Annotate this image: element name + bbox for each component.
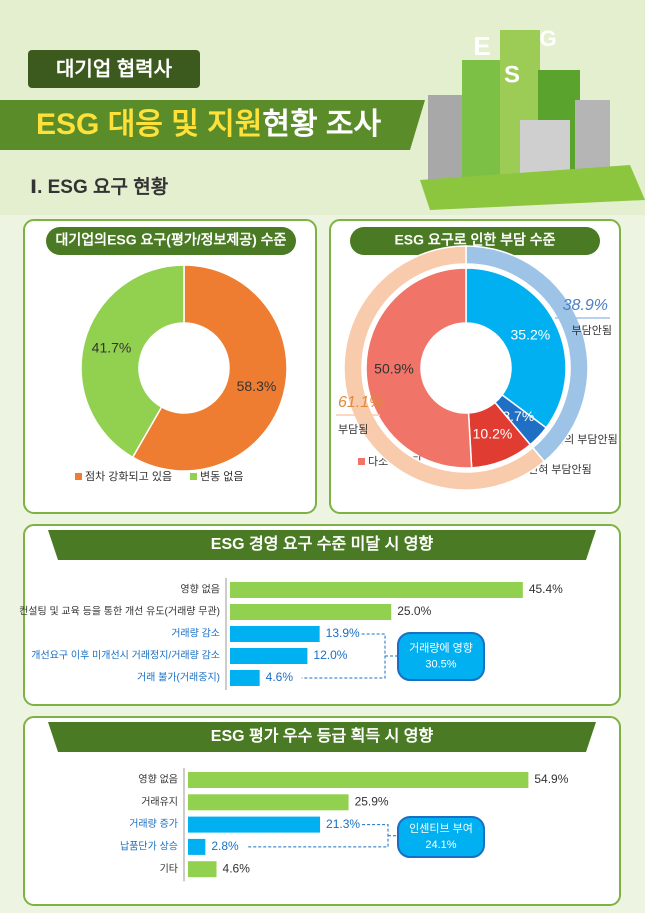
badge: 대기업 협력사 <box>56 57 173 80</box>
section-title: Ⅰ. ESG 요구 현황 <box>30 175 169 198</box>
value-label: 13.9% <box>326 626 360 640</box>
value-label: 61.1% <box>338 394 383 411</box>
value-label: 58.3% <box>237 378 277 394</box>
callout-label: 거래량에 영향 <box>409 641 473 654</box>
category-label: 거래량 감소 <box>171 628 220 640</box>
category-label: 기타 <box>160 863 178 875</box>
value-label: 4.6% <box>223 861 251 875</box>
slice <box>343 245 546 491</box>
title-pill <box>46 227 296 255</box>
category-label: 거래 불가(거래중지) <box>137 672 220 684</box>
bar <box>188 838 206 855</box>
legend-swatch <box>75 473 82 480</box>
building-illustration: E S G <box>420 26 645 210</box>
title-pill <box>350 227 600 255</box>
callout-label: 인센티브 부여 <box>409 822 473 835</box>
value-label: 50.9% <box>374 361 414 377</box>
value-label: 38.9% <box>563 297 608 314</box>
value-label: 54.9% <box>534 772 568 786</box>
value-label: 10.2% <box>473 426 513 442</box>
legend-label: 거의 부담안됨 <box>554 433 618 446</box>
donut-hole <box>422 324 510 412</box>
slice <box>465 267 567 429</box>
bar <box>230 670 260 686</box>
badge-box <box>28 50 200 88</box>
value-label: 21.3% <box>326 817 360 831</box>
category-label: 거래량 증가 <box>129 818 178 830</box>
chart-title: ESG 평가 우수 등급 획득 시 영향 <box>211 726 434 745</box>
chart-title: ESG 경영 요구 수준 미달 시 영향 <box>211 534 434 553</box>
bar <box>188 861 217 878</box>
bar <box>230 604 392 620</box>
legend-label: 점차 강화되고 있음 <box>85 470 172 483</box>
title-highlight: ESG 대응 및 지원 <box>36 108 262 141</box>
legend-label: 전혀 부담안됨 <box>528 463 592 476</box>
title-rest: 현황 조사 <box>262 108 381 141</box>
callout-box <box>397 632 485 681</box>
title-bar <box>48 530 596 560</box>
slice <box>131 264 288 472</box>
value-label: 4.6% <box>266 670 294 684</box>
value-label: 25.0% <box>397 604 431 618</box>
category-label: 영향 없음 <box>138 773 178 786</box>
category-label: 영향 없음 <box>180 583 220 596</box>
ring-label: 부담안됨 <box>572 324 612 337</box>
category-label: 거래유지 <box>141 796 178 808</box>
legend-swatch <box>358 458 365 465</box>
callout-box <box>397 816 485 858</box>
logo-letter: S <box>504 61 520 88</box>
value-label: 25.9% <box>355 794 389 808</box>
chart-title: ESG 요구로 인한 부담 수준 <box>394 232 555 248</box>
legend-swatch <box>190 473 197 480</box>
title-bar <box>48 722 596 752</box>
chart-title: 대기업의ESG 요구(평가/정보제공) 수준 <box>56 232 287 248</box>
bar <box>188 794 349 811</box>
legend-label: 변동 없음 <box>200 470 244 483</box>
category-label: 개선요구 이후 미개선시 거래정지/거래량 감소 <box>31 650 220 662</box>
logo-letter: E <box>473 31 490 61</box>
category-label: 납품단가 상승 <box>120 841 178 853</box>
ring-label: 부담됨 <box>338 423 368 436</box>
category-label: 컨설팅 및 교육 등을 통한 개선 유도(거래량 무관) <box>19 606 220 618</box>
title-banner <box>0 100 425 150</box>
value-label: 45.4% <box>529 582 563 596</box>
main-title: ESG 대응 및 지원현황 조사 <box>36 108 381 141</box>
donut-hole <box>140 324 228 412</box>
bar <box>188 816 321 833</box>
value-label: 41.7% <box>92 339 132 355</box>
value-label: 12.0% <box>313 648 347 662</box>
bar <box>230 582 523 598</box>
bar <box>188 772 529 788</box>
callout-value: 30.5% <box>425 658 456 670</box>
value-label: 35.2% <box>511 326 551 342</box>
callout-value: 24.1% <box>425 839 456 851</box>
slice <box>365 267 473 469</box>
value-label: 2.8% <box>211 839 239 853</box>
slice <box>80 264 185 459</box>
logo-letter: G <box>539 26 556 51</box>
bar <box>230 648 308 664</box>
bar <box>230 626 320 642</box>
